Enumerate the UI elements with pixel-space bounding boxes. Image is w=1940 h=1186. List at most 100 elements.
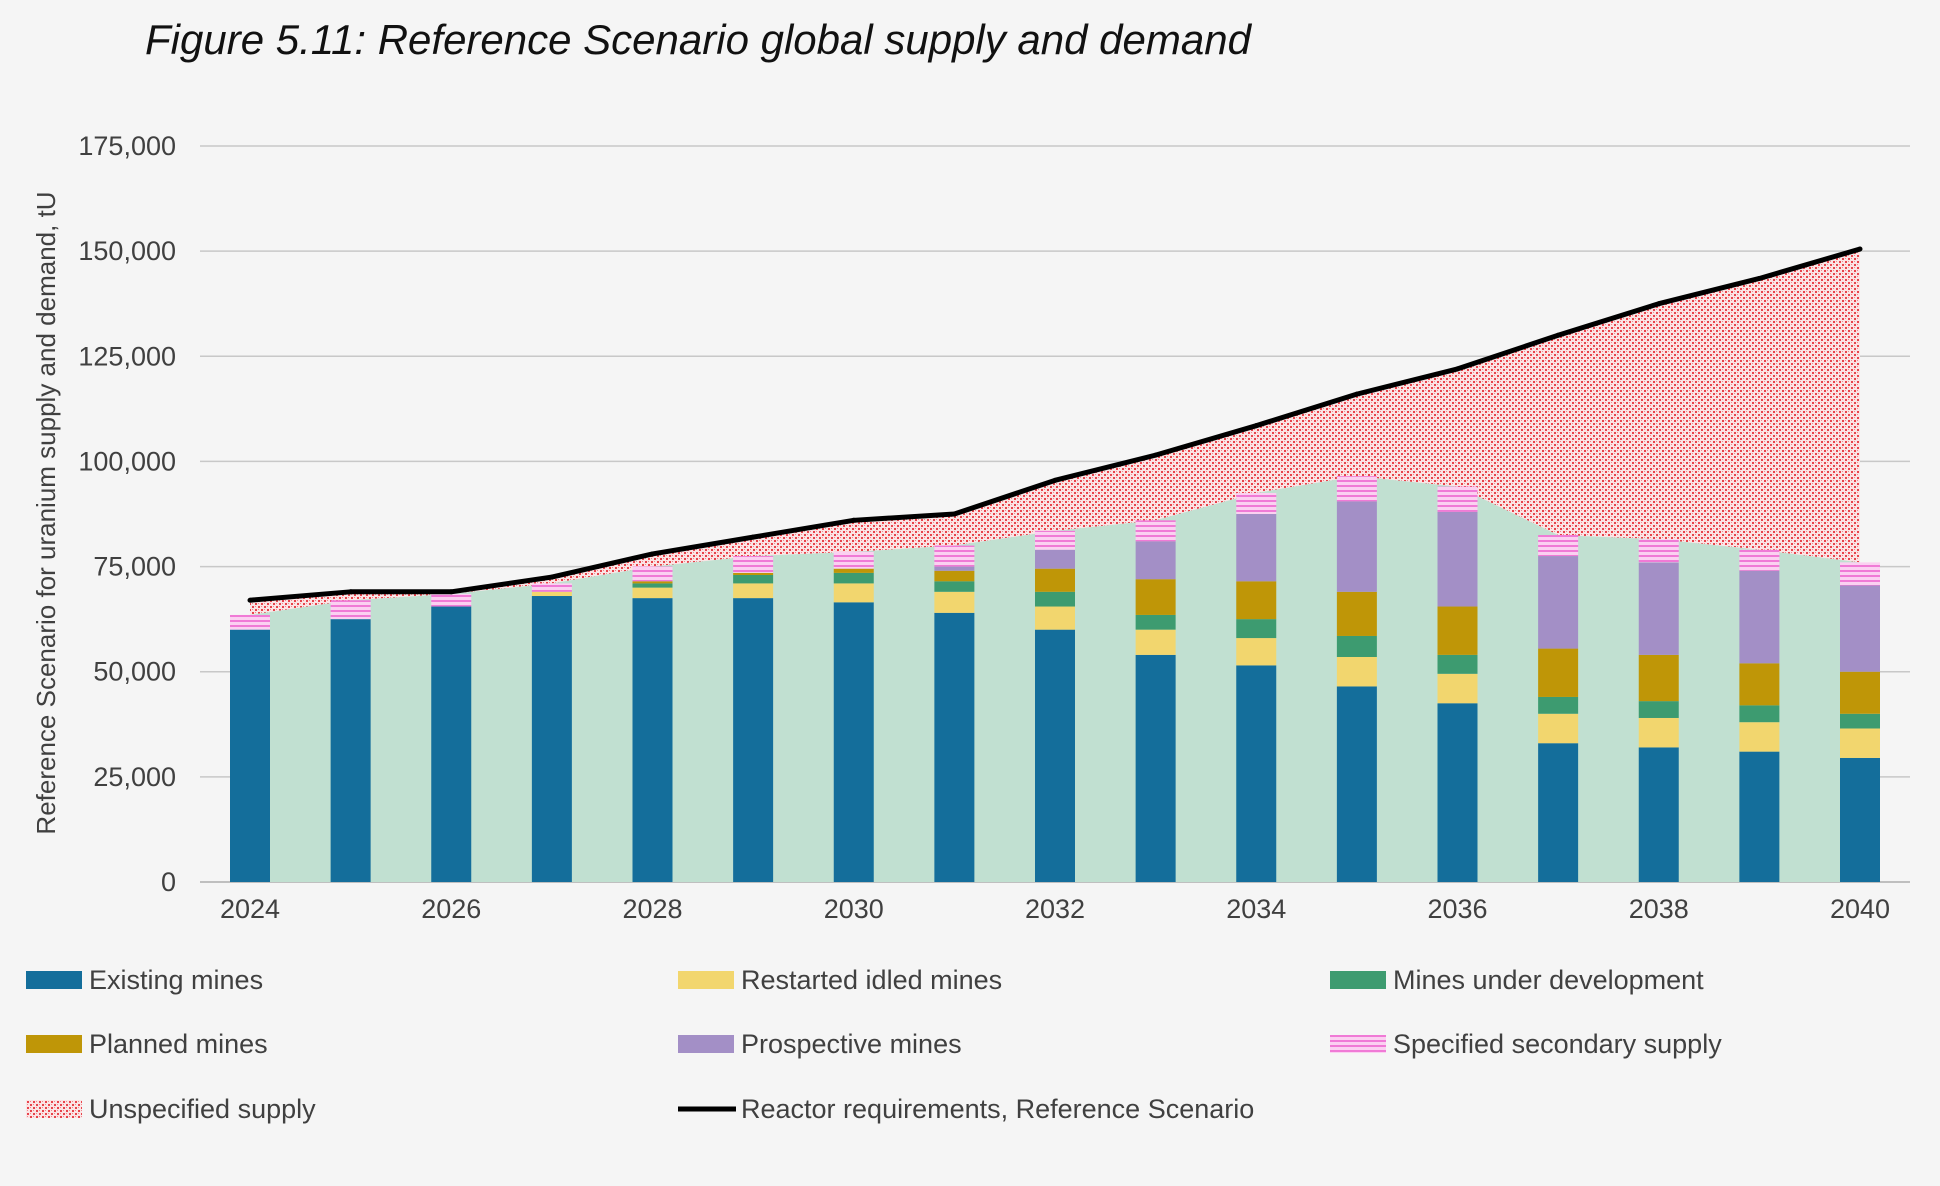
y-tick-label: 175,000	[78, 131, 176, 161]
reactor-point-2033	[1153, 452, 1159, 458]
unspecified-supply-area	[250, 249, 1860, 615]
bar-planned-mines-2032	[1035, 568, 1075, 592]
bar-planned-mines-2030	[833, 568, 874, 573]
bar-specified-secondary-supply-2030	[833, 551, 874, 569]
y-tick-label: 150,000	[78, 236, 176, 266]
bar-planned-mines-2034	[1236, 581, 1277, 620]
bar-mines-under-development-2028	[632, 583, 673, 588]
bar-planned-mines-2031	[934, 570, 975, 582]
reactor-point-2026	[448, 589, 454, 595]
legend-label: Prospective mines	[741, 1029, 962, 1059]
reactor-point-2030	[851, 517, 857, 523]
bar-planned-mines-2037	[1538, 648, 1579, 697]
bar-mines-under-development-2031	[934, 581, 975, 592]
bar-existing-mines-2033	[1135, 654, 1176, 882]
bar-planned-mines-2035	[1336, 591, 1377, 636]
y-tick-label: 125,000	[78, 341, 176, 371]
reactor-point-2027	[549, 574, 555, 580]
bar-mines-under-development-2039	[1739, 705, 1780, 723]
bar-specified-secondary-supply-2038	[1638, 539, 1679, 563]
bar-layer	[230, 476, 1880, 882]
bar-specified-secondary-supply-2024	[230, 614, 270, 630]
bar-specified-secondary-supply-2035	[1336, 476, 1377, 502]
bar-prospective-mines-2032	[1035, 549, 1075, 569]
reactor-point-2034	[1253, 423, 1259, 429]
bar-existing-mines-2030	[833, 602, 874, 882]
bar-planned-mines-2036	[1437, 606, 1478, 655]
line-layer	[247, 246, 1863, 603]
bar-specified-secondary-supply-2029	[733, 556, 774, 573]
x-tick-label: 2028	[622, 894, 682, 924]
bar-existing-mines-2026	[431, 606, 472, 882]
bar-restarted-idled-mines-2027	[531, 591, 572, 597]
bar-restarted-idled-mines-2038	[1638, 717, 1679, 748]
bar-existing-mines-2032	[1035, 629, 1075, 882]
legend-item-mines-under-development: Mines under development	[1330, 965, 1704, 995]
legend-label: Existing mines	[89, 965, 263, 995]
legend-item-existing-mines: Existing mines	[26, 965, 263, 995]
x-tick-label: 2038	[1629, 894, 1689, 924]
legend-label: Restarted idled mines	[741, 965, 1002, 995]
bar-restarted-idled-mines-2029	[733, 583, 774, 599]
bar-specified-secondary-supply-2040	[1840, 562, 1880, 586]
bar-planned-mines-2033	[1135, 579, 1176, 615]
legend-swatch	[26, 971, 82, 989]
legend-label: Specified secondary supply	[1393, 1029, 1722, 1059]
bar-existing-mines-2039	[1739, 751, 1780, 882]
bar-existing-mines-2027	[531, 596, 572, 882]
legend-item-planned-mines: Planned mines	[26, 1029, 268, 1059]
bar-specified-secondary-supply-2034	[1236, 492, 1277, 514]
bar-existing-mines-2040	[1840, 757, 1880, 882]
legend-label: Reactor requirements, Reference Scenario	[741, 1094, 1254, 1124]
bar-specified-secondary-supply-2039	[1739, 549, 1780, 571]
x-tick-label: 2024	[220, 894, 280, 924]
bar-mines-under-development-2032	[1035, 591, 1075, 607]
bar-planned-mines-2039	[1739, 663, 1780, 706]
x-tick-label: 2026	[421, 894, 481, 924]
bar-mines-under-development-2040	[1840, 713, 1880, 729]
bar-mines-under-development-2029	[733, 574, 774, 584]
bar-mines-under-development-2033	[1135, 614, 1176, 630]
reactor-point-2036	[1455, 366, 1460, 372]
x-tick-label: 2030	[824, 894, 884, 924]
axis-layer: 0 25,000 50,000 75,000 100,000 125,000 150,000…	[78, 131, 1890, 924]
reactor-point-2037	[1555, 332, 1561, 338]
x-tick-label: 2034	[1226, 894, 1286, 924]
reactor-point-2028	[650, 551, 655, 557]
reactor-point-2035	[1354, 391, 1360, 397]
bar-restarted-idled-mines-2035	[1336, 656, 1377, 687]
bar-specified-secondary-supply-2031	[934, 545, 975, 567]
legend-item-unspecified-supply: Unspecified supply	[26, 1094, 316, 1124]
bar-mines-under-development-2030	[833, 572, 874, 584]
bar-mines-under-development-2038	[1638, 701, 1679, 718]
bar-restarted-idled-mines-2040	[1840, 728, 1880, 758]
reactor-point-2039	[1756, 275, 1762, 281]
bar-mines-under-development-2035	[1336, 635, 1377, 657]
bar-planned-mines-2038	[1638, 654, 1679, 702]
chart-title: Figure 5.11: Reference Scenario global s…	[145, 16, 1253, 63]
y-tick-label: 75,000	[93, 552, 176, 582]
bar-prospective-mines-2037	[1538, 556, 1579, 649]
legend-swatch	[26, 1100, 82, 1118]
x-tick-label: 2032	[1025, 894, 1085, 924]
bar-prospective-mines-2039	[1739, 570, 1780, 664]
bar-restarted-idled-mines-2039	[1739, 722, 1780, 752]
bar-restarted-idled-mines-2036	[1437, 673, 1478, 704]
y-tick-label: 100,000	[78, 446, 176, 476]
legend-item-specified-secondary-supply: Specified secondary supply	[1330, 1029, 1722, 1059]
bar-existing-mines-2035	[1336, 686, 1377, 882]
bar-existing-mines-2034	[1236, 665, 1277, 882]
bar-specified-secondary-supply-2028	[632, 566, 673, 582]
bar-existing-mines-2028	[632, 598, 673, 882]
x-tick-label: 2036	[1427, 894, 1487, 924]
legend-label: Mines under development	[1393, 965, 1704, 995]
bar-existing-mines-2037	[1538, 743, 1579, 882]
reactor-point-2031	[951, 511, 957, 517]
bar-specified-secondary-supply-2036	[1437, 486, 1478, 512]
reactor-point-2024	[247, 597, 253, 603]
bar-specified-secondary-supply-2027	[531, 583, 572, 592]
bar-specified-secondary-supply-2032	[1035, 530, 1075, 550]
bar-existing-mines-2038	[1638, 747, 1679, 882]
legend-label: Planned mines	[89, 1029, 268, 1059]
